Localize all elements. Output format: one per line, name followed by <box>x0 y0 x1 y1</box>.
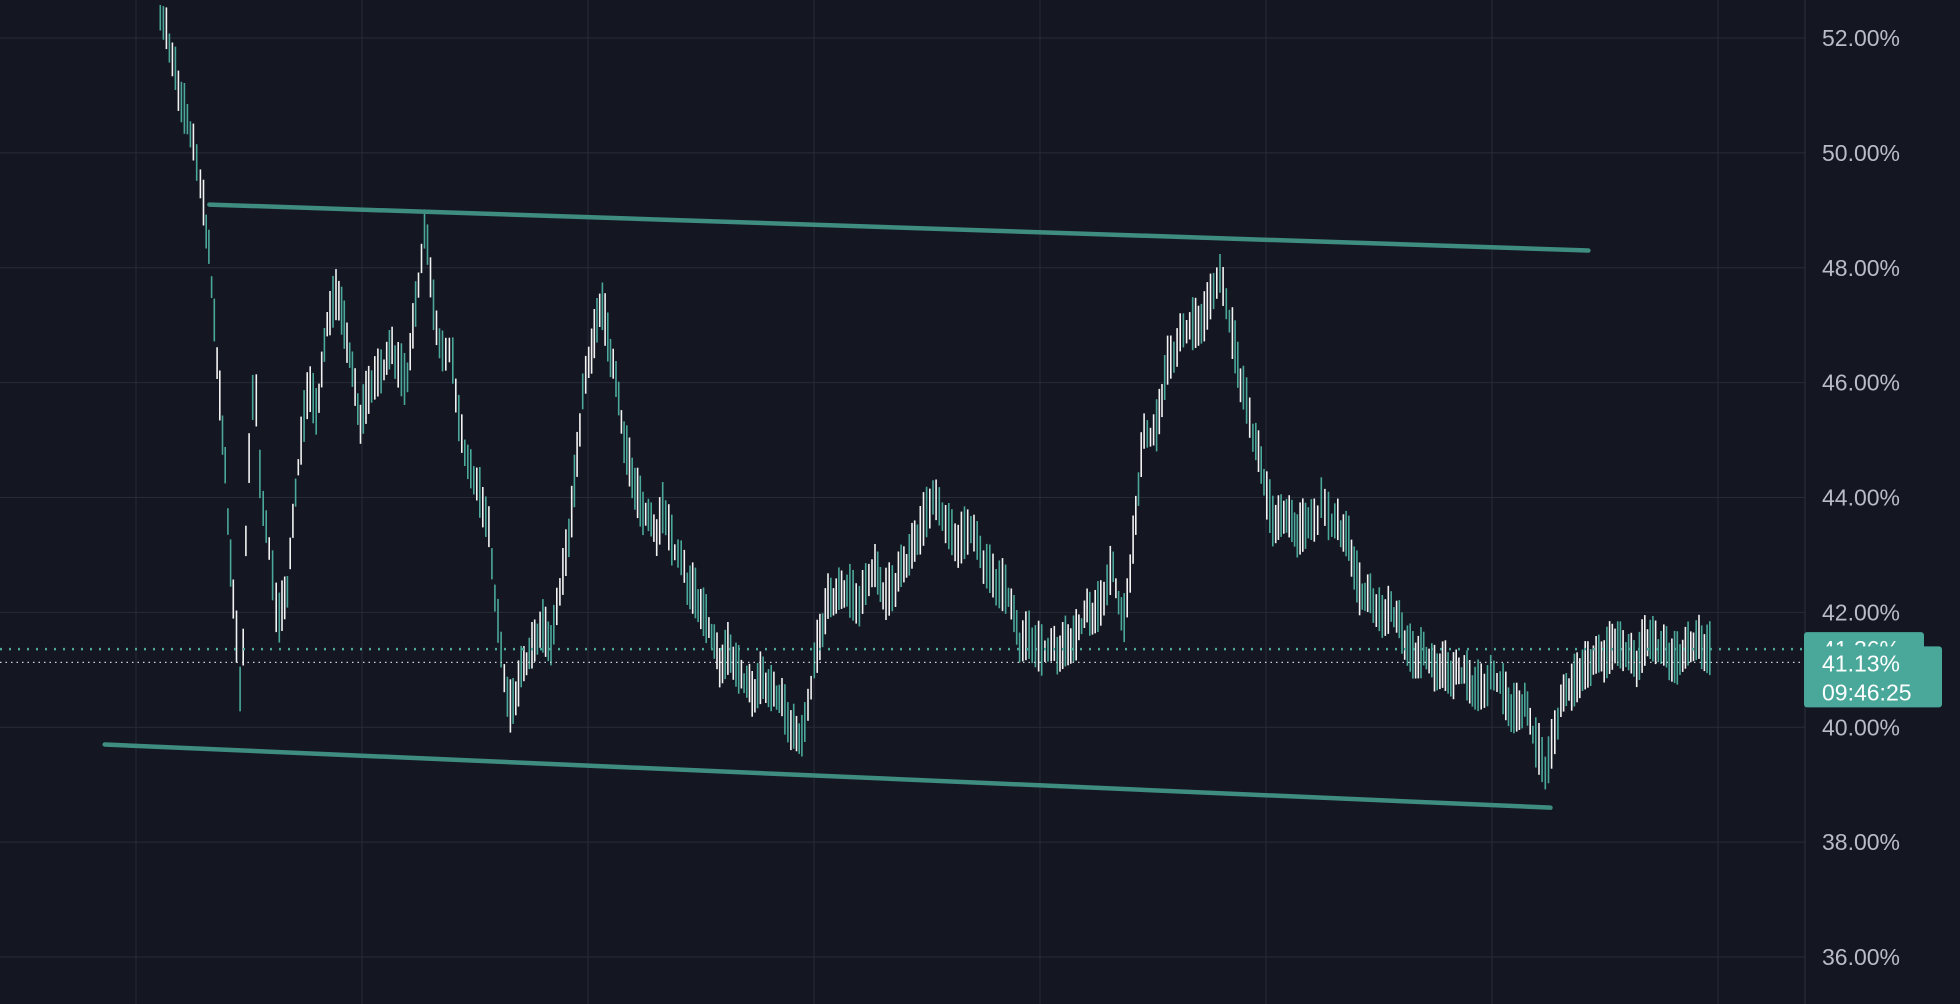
y-tick-label: 38.00% <box>1822 829 1900 855</box>
bar-countdown-label: 09:46:25 <box>1822 679 1912 705</box>
y-tick-label: 44.00% <box>1822 485 1900 511</box>
y-tick-label: 40.00% <box>1822 714 1900 740</box>
y-tick-label: 36.00% <box>1822 944 1900 970</box>
y-tick-label: 42.00% <box>1822 599 1900 625</box>
y-tick-label: 48.00% <box>1822 255 1900 281</box>
y-tick-label: 50.00% <box>1822 140 1900 166</box>
y-tick-label: 52.00% <box>1822 25 1900 51</box>
trendline-upper[interactable] <box>207 202 1591 253</box>
y-tick-label: 46.00% <box>1822 370 1900 396</box>
reference-price-label: 41.13% <box>1822 650 1900 676</box>
trendline-lower[interactable] <box>102 742 1553 810</box>
countdown-badge[interactable] <box>1804 646 1942 708</box>
